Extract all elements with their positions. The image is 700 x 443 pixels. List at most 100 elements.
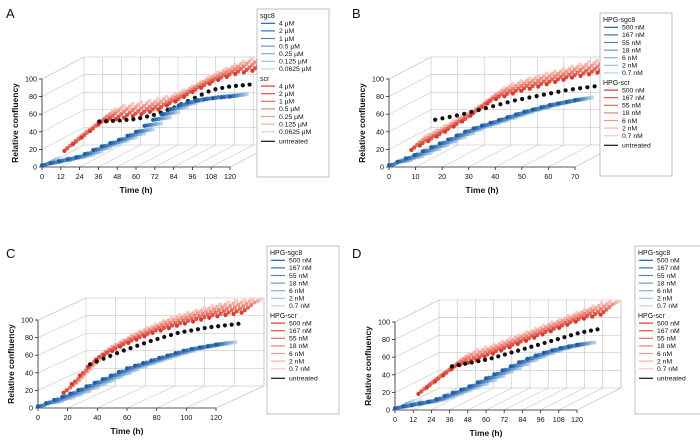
sgc8-point	[392, 406, 398, 411]
scr-point	[589, 63, 594, 68]
sgc8-point	[197, 345, 202, 350]
x-tick-label: 24	[76, 172, 84, 181]
scr-point	[434, 134, 439, 139]
scr-point	[451, 124, 456, 129]
untreated-point	[483, 105, 488, 111]
untreated-point	[151, 112, 156, 117]
scr-point	[258, 297, 263, 302]
scr-point	[62, 148, 67, 153]
untreated-point	[199, 92, 204, 97]
scr-point	[239, 310, 244, 315]
grid-line	[156, 385, 205, 409]
y-tick-label: 20	[29, 145, 37, 154]
scr-point	[516, 81, 521, 86]
sgc8-point	[505, 115, 510, 120]
sgc8-point	[63, 394, 68, 399]
sgc8-point	[133, 129, 139, 134]
untreated-point	[94, 359, 99, 364]
scr-point	[502, 89, 507, 94]
sgc8-point	[483, 376, 489, 381]
scr-point	[598, 306, 604, 312]
untreated-point	[516, 348, 521, 353]
sgc8-point	[217, 342, 222, 347]
scr-point	[429, 136, 434, 141]
untreated-point	[114, 350, 120, 356]
scr-point	[555, 72, 560, 77]
sgc8-point	[409, 402, 414, 408]
legend-entry: 1 µM	[279, 36, 295, 43]
sgc8-point	[233, 340, 238, 345]
untreated-point	[440, 116, 445, 121]
scr-point	[521, 81, 527, 86]
scr-point	[147, 104, 152, 109]
scr-point	[164, 103, 170, 108]
legend-entry: 500 nM	[622, 87, 645, 94]
scr-point	[490, 351, 496, 356]
scr-point	[558, 69, 563, 74]
scr-point	[507, 84, 513, 89]
grid-line	[394, 334, 440, 358]
scr-point	[65, 146, 70, 151]
x-axis-label: Time (h)	[470, 428, 503, 438]
sgc8-point	[43, 401, 49, 406]
scr-point	[210, 313, 215, 318]
scr-point	[130, 107, 135, 113]
sgc8-point	[475, 380, 480, 385]
y-tick-label: 100	[21, 316, 33, 325]
scr-point	[595, 70, 600, 75]
scr-point	[239, 300, 244, 305]
scr-point	[232, 305, 238, 310]
sgc8-point	[220, 341, 225, 346]
scr-point	[592, 61, 597, 66]
sgc8-point	[91, 147, 96, 153]
scr-point	[564, 75, 569, 80]
sgc8-point	[500, 368, 505, 373]
scr-point	[250, 297, 255, 302]
scr-point	[226, 310, 231, 315]
x-tick-label: 108	[553, 415, 565, 424]
sgc8-point	[496, 117, 502, 123]
scr-point	[242, 297, 247, 303]
scr-point	[519, 79, 524, 84]
scr-point	[250, 68, 255, 73]
grid-line	[576, 387, 622, 411]
scr-point	[416, 391, 421, 396]
legend-group-title: sgc8	[260, 13, 275, 20]
x-axis-label: Time (h)	[466, 185, 499, 195]
scr-point	[173, 99, 178, 104]
scr-point	[247, 65, 252, 70]
sgc8-point	[47, 400, 52, 405]
scr-point	[524, 83, 530, 89]
untreated-point	[131, 117, 136, 122]
scr-point	[575, 65, 580, 70]
grid-line	[126, 385, 176, 409]
untreated-point	[542, 340, 547, 346]
scr-point	[601, 310, 606, 315]
grid-line	[98, 144, 141, 168]
scr-point	[84, 368, 89, 373]
scr-point	[544, 71, 549, 76]
sgc8-point	[516, 360, 522, 365]
panel-b: B 0 10 20 30 40 50 60 70 0 20 40 60 80 100 Time (h) Rela…	[352, 6, 673, 195]
scr-point	[547, 79, 552, 84]
untreated-point	[110, 118, 115, 123]
scr-point	[412, 145, 417, 150]
scr-point	[493, 349, 498, 354]
scr-point	[241, 70, 246, 75]
sgc8-point	[132, 363, 138, 368]
scr-point	[150, 330, 155, 336]
grid-line	[41, 74, 85, 97]
x-tick-label: 120	[224, 172, 236, 181]
grid-line	[415, 144, 458, 168]
grid-line	[97, 385, 146, 409]
grid-line	[154, 144, 197, 168]
legend-entry: 6 nM	[289, 351, 304, 358]
scr-point	[134, 337, 139, 342]
scr-point	[156, 102, 161, 107]
scr-point	[231, 301, 236, 306]
y-axis-label: Relative confluency	[357, 83, 367, 163]
sgc8-point	[547, 103, 552, 108]
scr-point	[523, 338, 529, 343]
grid-line	[37, 368, 87, 391]
y-tick-label: 100	[372, 75, 384, 84]
